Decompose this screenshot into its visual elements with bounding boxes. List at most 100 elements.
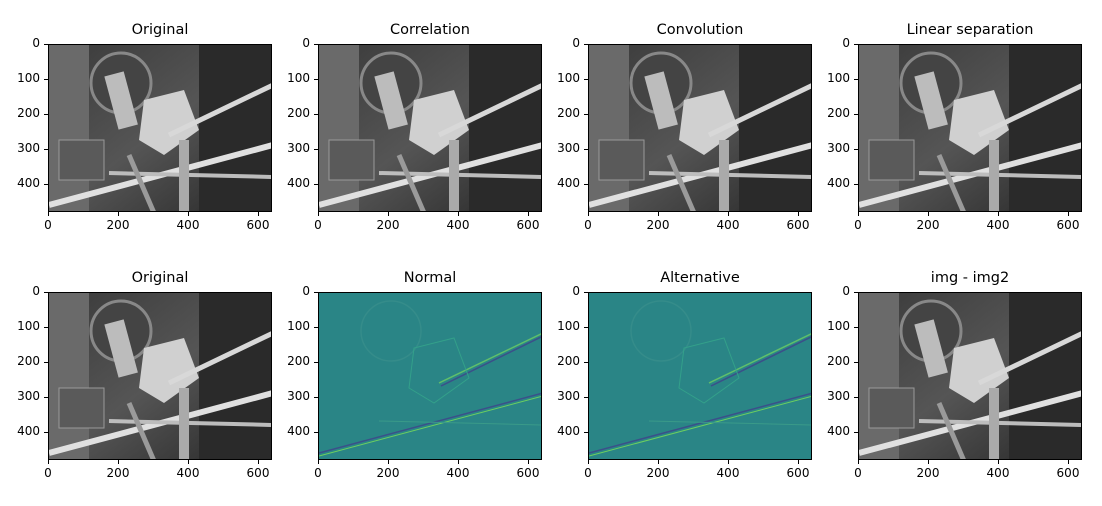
x-tick-label: 200 bbox=[646, 218, 670, 232]
x-tick-mark bbox=[798, 212, 799, 216]
x-tick-mark bbox=[1068, 460, 1069, 464]
x-tick-label: 600 bbox=[786, 218, 810, 232]
y-tick-mark bbox=[314, 114, 318, 115]
panel-image bbox=[318, 44, 542, 212]
x-tick-mark bbox=[388, 460, 389, 464]
x-tick-label: 400 bbox=[716, 466, 740, 480]
x-tick-mark bbox=[728, 212, 729, 216]
y-tick-label: 0 bbox=[842, 36, 850, 50]
x-tick-label: 400 bbox=[986, 466, 1010, 480]
y-tick-label: 200 bbox=[17, 354, 40, 368]
panel-title: img - img2 bbox=[930, 270, 1010, 286]
image-panel: img - img2 0 100 200 300 400 0 200 400 600 bbox=[827, 270, 1082, 480]
y-tick-label: 400 bbox=[17, 176, 40, 190]
x-tick-label: 200 bbox=[916, 218, 940, 232]
x-tick-mark bbox=[458, 460, 459, 464]
y-tick-mark bbox=[314, 184, 318, 185]
x-tick-mark bbox=[258, 212, 259, 216]
image-panel: Linear separation 0 100 200 300 400 0 200 400 60… bbox=[827, 22, 1082, 232]
y-tick-mark bbox=[854, 149, 858, 150]
x-tick-label: 0 bbox=[314, 218, 322, 232]
y-tick-mark bbox=[314, 362, 318, 363]
y-tick-mark bbox=[314, 292, 318, 293]
x-tick-label: 400 bbox=[716, 218, 740, 232]
panel-image bbox=[48, 44, 272, 212]
y-tick-mark bbox=[44, 184, 48, 185]
y-tick-label: 100 bbox=[17, 319, 40, 333]
y-tick-label: 300 bbox=[557, 389, 580, 403]
panel-title: Alternative bbox=[660, 270, 740, 286]
y-tick-label: 300 bbox=[287, 141, 310, 155]
x-tick-mark bbox=[458, 212, 459, 216]
y-tick-label: 100 bbox=[557, 71, 580, 85]
image-panel: Original 0 100 200 300 400 0 200 400 600 bbox=[17, 270, 272, 480]
x-tick-mark bbox=[188, 212, 189, 216]
y-tick-mark bbox=[854, 362, 858, 363]
x-tick-mark bbox=[258, 460, 259, 464]
y-tick-mark bbox=[584, 397, 588, 398]
x-tick-label: 200 bbox=[106, 218, 130, 232]
x-tick-label: 600 bbox=[1056, 218, 1080, 232]
x-tick-label: 0 bbox=[854, 218, 862, 232]
y-tick-mark bbox=[44, 327, 48, 328]
x-tick-label: 600 bbox=[246, 218, 270, 232]
x-tick-label: 200 bbox=[106, 466, 130, 480]
y-tick-mark bbox=[314, 397, 318, 398]
y-tick-mark bbox=[584, 149, 588, 150]
panel-image bbox=[858, 44, 1082, 212]
y-tick-mark bbox=[584, 432, 588, 433]
y-tick-mark bbox=[854, 432, 858, 433]
y-tick-mark bbox=[584, 362, 588, 363]
y-tick-mark bbox=[44, 114, 48, 115]
x-tick-mark bbox=[588, 212, 589, 216]
panel-image bbox=[588, 292, 812, 460]
y-tick-label: 100 bbox=[827, 71, 850, 85]
image-panel: Correlation 0 100 200 300 400 0 200 400 600 bbox=[287, 22, 542, 232]
y-tick-mark bbox=[44, 79, 48, 80]
y-tick-label: 200 bbox=[827, 106, 850, 120]
panel-title: Convolution bbox=[656, 22, 744, 38]
y-tick-mark bbox=[584, 44, 588, 45]
y-tick-mark bbox=[314, 327, 318, 328]
x-tick-mark bbox=[928, 460, 929, 464]
y-tick-label: 400 bbox=[557, 424, 580, 438]
y-tick-label: 300 bbox=[827, 141, 850, 155]
x-tick-label: 0 bbox=[584, 218, 592, 232]
y-tick-mark bbox=[584, 184, 588, 185]
y-tick-mark bbox=[854, 184, 858, 185]
y-tick-mark bbox=[854, 44, 858, 45]
y-tick-label: 0 bbox=[302, 36, 310, 50]
panel-title: Linear separation bbox=[906, 22, 1034, 38]
y-tick-mark bbox=[854, 114, 858, 115]
panel-image bbox=[588, 44, 812, 212]
x-tick-label: 0 bbox=[854, 466, 862, 480]
y-tick-label: 200 bbox=[827, 354, 850, 368]
image-panel: Original 0 100 200 300 400 0 200 400 600 bbox=[17, 22, 272, 232]
y-tick-mark bbox=[314, 79, 318, 80]
x-tick-mark bbox=[318, 212, 319, 216]
x-tick-label: 200 bbox=[376, 466, 400, 480]
y-tick-label: 400 bbox=[827, 424, 850, 438]
y-tick-mark bbox=[44, 44, 48, 45]
y-tick-mark bbox=[584, 114, 588, 115]
y-tick-label: 100 bbox=[287, 319, 310, 333]
y-tick-label: 0 bbox=[572, 36, 580, 50]
x-tick-label: 400 bbox=[446, 466, 470, 480]
y-tick-label: 300 bbox=[17, 389, 40, 403]
x-tick-label: 400 bbox=[446, 218, 470, 232]
y-tick-mark bbox=[314, 149, 318, 150]
y-tick-label: 400 bbox=[287, 176, 310, 190]
x-tick-mark bbox=[998, 460, 999, 464]
y-tick-label: 0 bbox=[32, 284, 40, 298]
y-tick-label: 300 bbox=[557, 141, 580, 155]
x-tick-mark bbox=[318, 460, 319, 464]
panel-image bbox=[48, 292, 272, 460]
y-tick-mark bbox=[854, 397, 858, 398]
x-tick-label: 0 bbox=[44, 466, 52, 480]
y-tick-mark bbox=[584, 327, 588, 328]
y-tick-label: 100 bbox=[827, 319, 850, 333]
x-tick-label: 0 bbox=[584, 466, 592, 480]
x-tick-mark bbox=[388, 212, 389, 216]
y-tick-label: 100 bbox=[17, 71, 40, 85]
x-tick-label: 400 bbox=[986, 218, 1010, 232]
